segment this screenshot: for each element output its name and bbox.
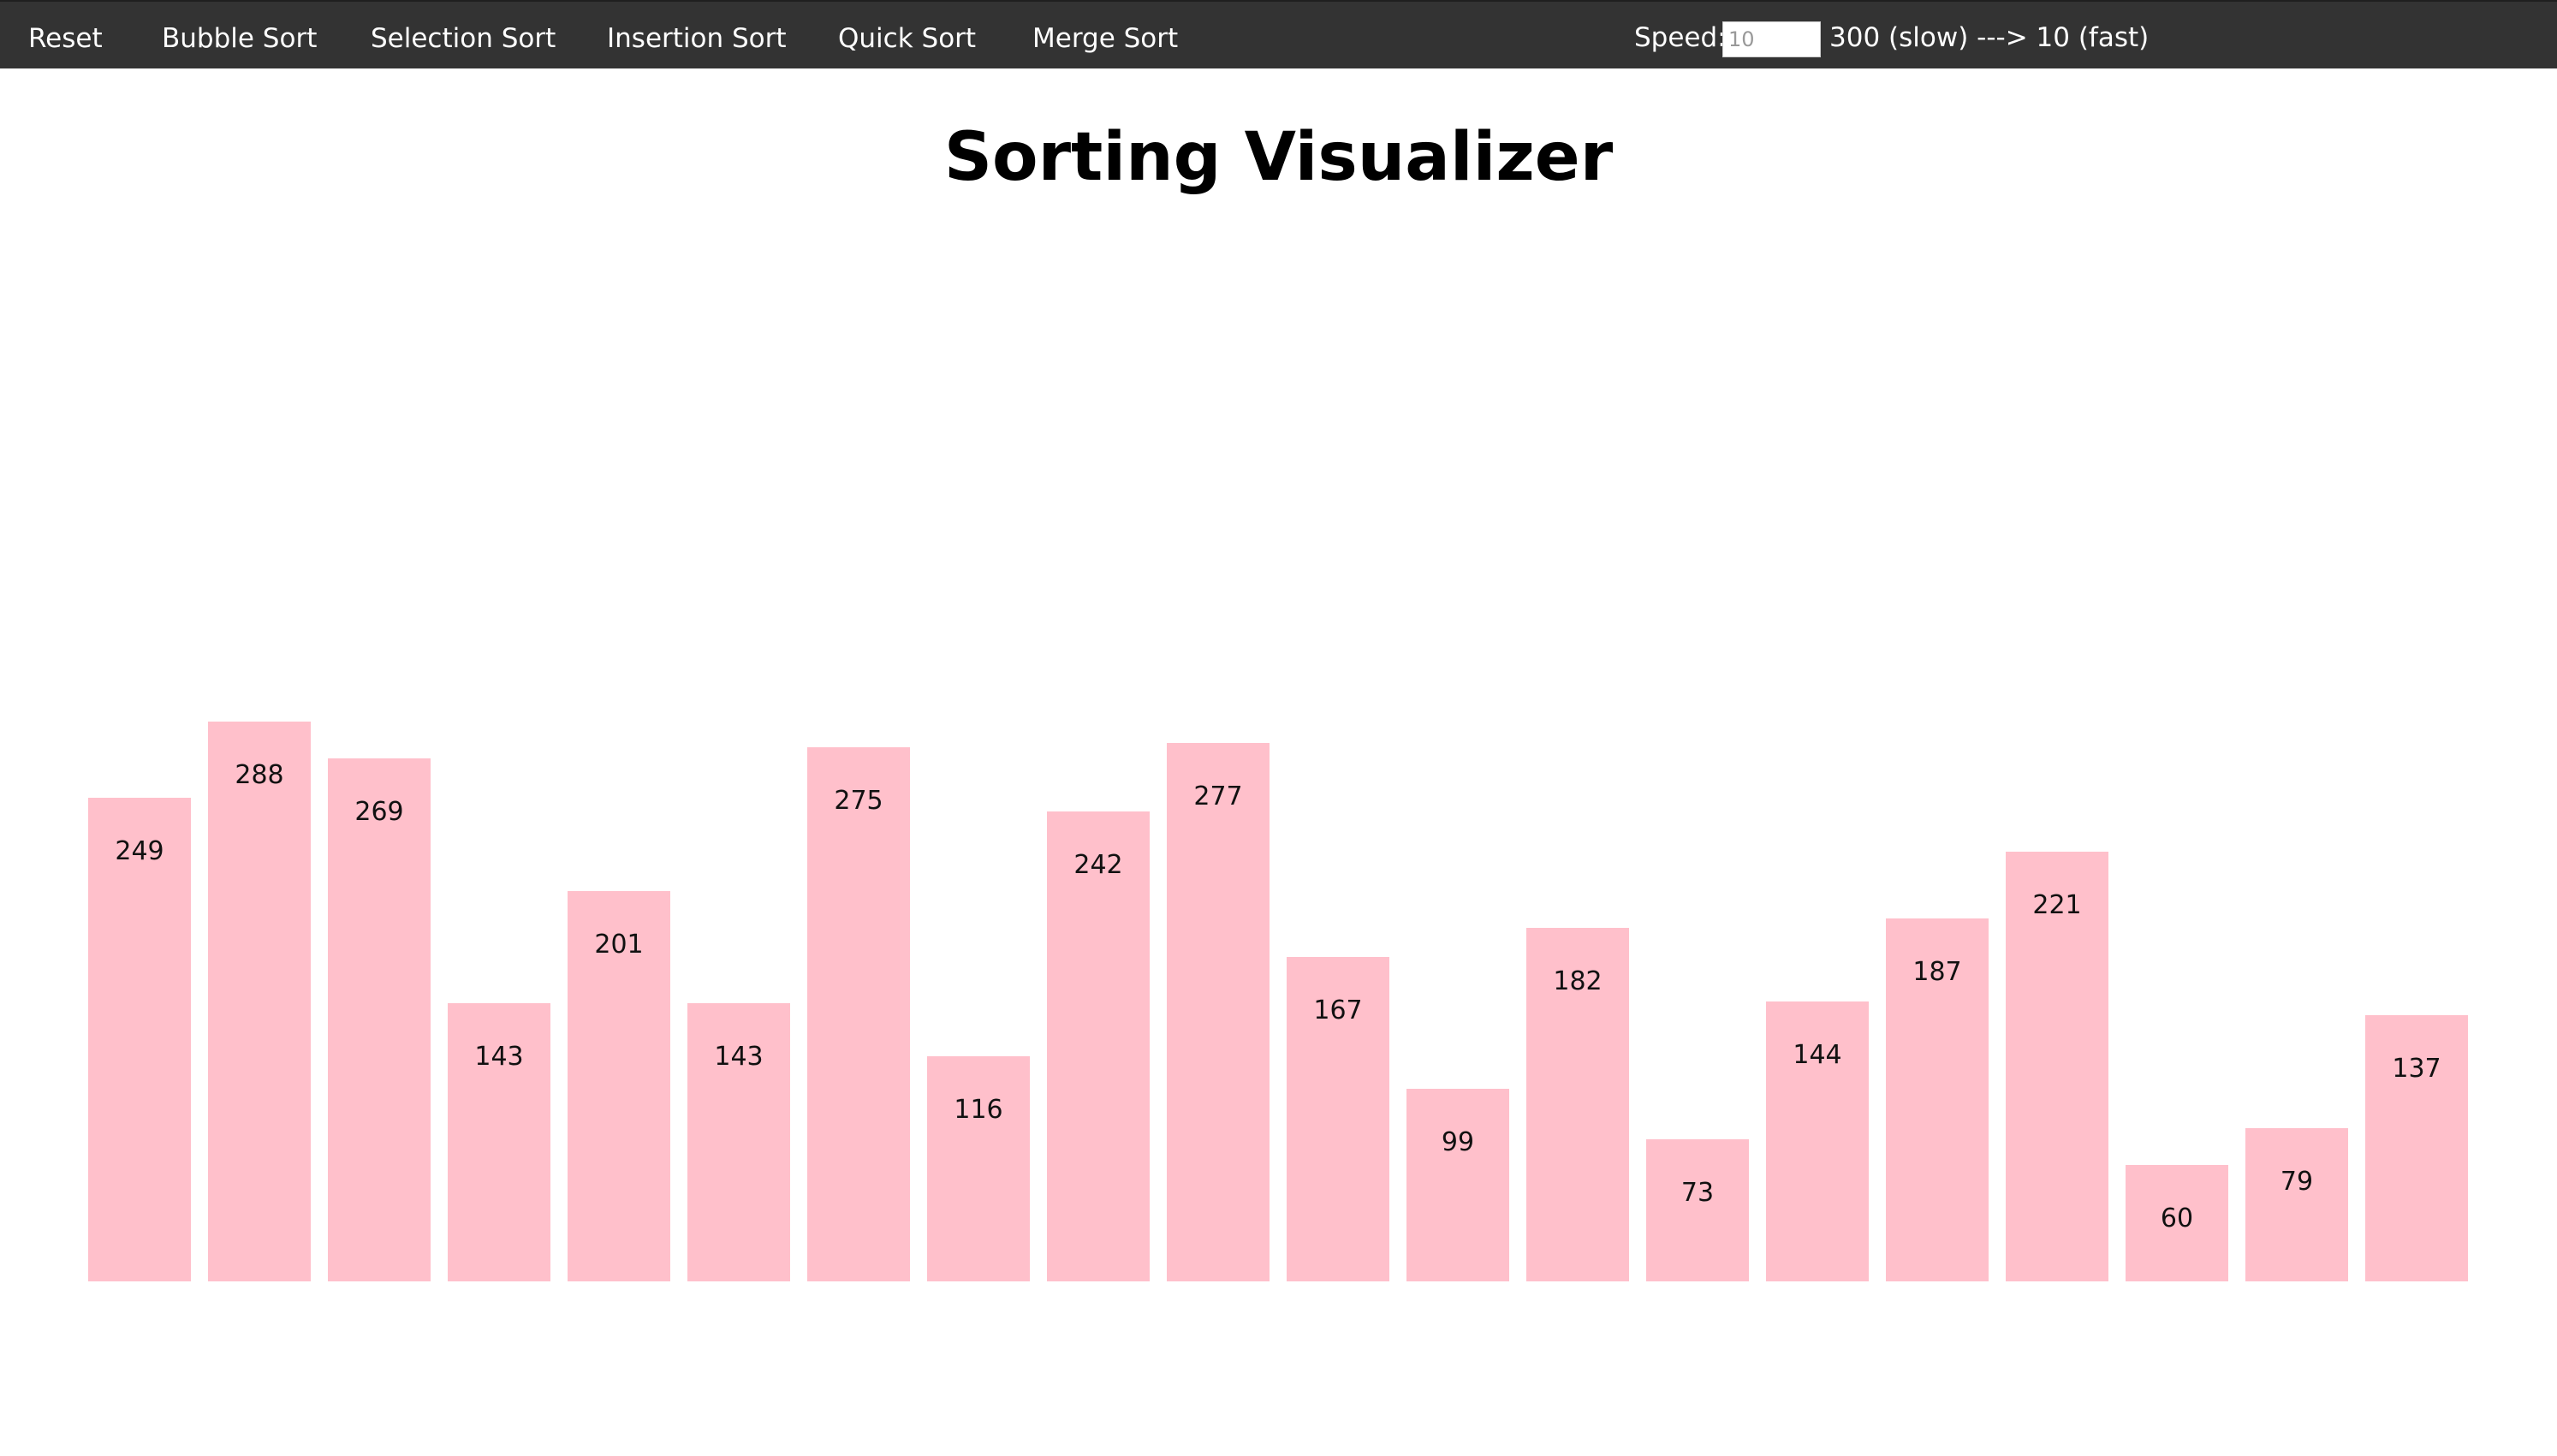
bar-value-label: 143 <box>474 1042 524 1073</box>
bar: 221 <box>2006 852 2108 1281</box>
bar-value-label: 167 <box>1313 995 1363 1025</box>
bar-value-label: 182 <box>1553 966 1603 996</box>
bar-value-label: 73 <box>1680 1178 1715 1209</box>
bar: 288 <box>208 722 311 1281</box>
bar: 277 <box>1167 743 1270 1281</box>
bar-value-label: 277 <box>1193 781 1243 812</box>
selection-sort-button[interactable]: Selection Sort <box>371 23 556 54</box>
bar-value-label: 288 <box>235 760 284 791</box>
bar-value-label: 60 <box>2160 1203 2194 1233</box>
bar: 201 <box>568 890 670 1281</box>
merge-sort-button[interactable]: Merge Sort <box>1032 23 1179 54</box>
bar: 187 <box>1886 918 1989 1281</box>
bar-value-label: 137 <box>2392 1054 2441 1084</box>
bar: 73 <box>1646 1139 1749 1281</box>
speed-hint: 300 (slow) ---> 10 (fast) <box>1829 22 2150 53</box>
quick-sort-button[interactable]: Quick Sort <box>838 23 977 54</box>
bar-value-label: 221 <box>2032 890 2082 921</box>
bar-value-label: 79 <box>2280 1166 2314 1197</box>
bar-value-label: 143 <box>714 1042 764 1073</box>
bar: 60 <box>2126 1164 2228 1281</box>
bar: 242 <box>1047 811 1150 1281</box>
bar-value-label: 242 <box>1073 849 1123 880</box>
bar-value-label: 249 <box>115 835 164 866</box>
reset-button[interactable]: Reset <box>28 23 103 54</box>
bar-value-label: 116 <box>954 1094 1003 1125</box>
bar: 116 <box>927 1055 1030 1281</box>
bar: 182 <box>1526 927 1629 1281</box>
bar: 249 <box>88 797 191 1281</box>
page-title: Sorting Visualizer <box>943 119 1614 196</box>
speed-label: Speed: <box>1634 22 1727 53</box>
bar: 269 <box>328 758 431 1281</box>
bar: 144 <box>1766 1001 1869 1281</box>
bar-value-label: 275 <box>834 785 883 816</box>
bar: 137 <box>2365 1015 2468 1281</box>
bar: 99 <box>1406 1089 1509 1281</box>
bubble-sort-button[interactable]: Bubble Sort <box>162 23 318 54</box>
bar-value-label: 144 <box>1793 1040 1842 1071</box>
bar-value-label: 99 <box>1441 1127 1475 1158</box>
bar-value-label: 269 <box>354 797 404 828</box>
insertion-sort-button[interactable]: Insertion Sort <box>607 23 787 54</box>
speed-input[interactable] <box>1722 21 1821 57</box>
bar: 143 <box>687 1003 790 1281</box>
navbar: Reset Bubble Sort Selection Sort Inserti… <box>0 0 2557 68</box>
bar: 143 <box>448 1003 550 1281</box>
bar: 275 <box>807 746 910 1281</box>
bar: 167 <box>1287 956 1389 1281</box>
bar-value-label: 201 <box>594 929 644 960</box>
bar: 79 <box>2245 1127 2348 1281</box>
bar-value-label: 187 <box>1912 956 1962 987</box>
